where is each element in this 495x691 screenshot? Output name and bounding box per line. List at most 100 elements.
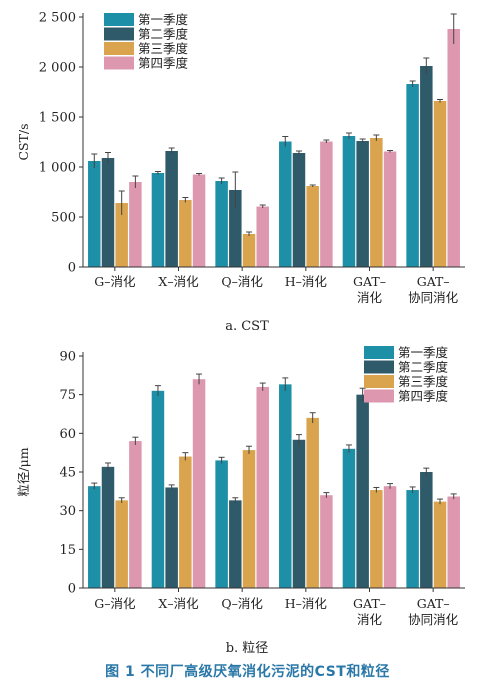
y-tick-label: 30 — [59, 504, 76, 519]
x-tick-label: X–消化 — [158, 596, 199, 611]
bar-1-5 — [342, 448, 356, 588]
y-tick-label: 15 — [59, 543, 76, 558]
bar-3-1 — [115, 203, 128, 267]
y-tick-label: 75 — [59, 388, 76, 403]
y-tick-label: 60 — [59, 427, 76, 442]
y-axis-label: CST/s — [16, 123, 31, 160]
x-tick-label-line: GAT– — [417, 274, 450, 289]
panel-subtitle: a. CST — [225, 319, 269, 334]
bar-1-1 — [88, 161, 101, 267]
x-tick-label-line: GAT– — [353, 596, 386, 611]
bar-3-6 — [433, 501, 447, 588]
x-tick-label-line: G–消化 — [94, 274, 136, 289]
legend-label: 第二季度 — [398, 360, 449, 375]
bar-1-6 — [406, 84, 419, 267]
bar-2-5 — [356, 141, 369, 267]
bar-4-3 — [256, 386, 269, 588]
bar-4-1 — [129, 182, 142, 267]
bar-4-3 — [256, 206, 269, 267]
bar-3-2 — [179, 200, 192, 267]
y-tick-label: 45 — [59, 466, 76, 481]
bar-4-5 — [383, 486, 397, 588]
bar-1-1 — [88, 486, 101, 588]
bar-1-2 — [151, 390, 165, 588]
legend-swatch — [364, 375, 394, 388]
bar-3-2 — [179, 456, 192, 588]
bar-2-6 — [420, 472, 433, 588]
y-tick-label: 90 — [59, 350, 76, 365]
bar-2-1 — [101, 158, 115, 267]
cst-chart: 0 500 1 000 1 500 2 000 2 500 G–消化 X–消化 Q–消化 H–消化… — [16, 11, 465, 334]
legend-swatch — [104, 27, 134, 41]
x-tick-label-line: 协同消化 — [408, 612, 459, 627]
bar-2-5 — [356, 394, 369, 588]
bar-1-3 — [215, 460, 228, 588]
bar-1-5 — [342, 136, 356, 267]
bar-4-4 — [320, 141, 333, 267]
bar-4-4 — [320, 495, 333, 588]
panel-subtitle: b. 粒径 — [226, 641, 269, 656]
bar-2-2 — [165, 151, 178, 267]
y-tick-label: 1 500 — [39, 111, 76, 126]
x-tick-label-line: 消化 — [357, 612, 383, 627]
bar-2-4 — [292, 439, 306, 588]
x-tick-label-line: X–消化 — [158, 274, 199, 289]
bar-3-3 — [242, 450, 256, 588]
x-tick-label: G–消化 — [94, 596, 136, 611]
y-tick-label: 2 500 — [39, 11, 76, 26]
bar-2-6 — [420, 66, 433, 267]
x-tick-label: Q–消化 — [221, 274, 263, 289]
legend-label: 第一季度 — [138, 12, 189, 27]
x-tick-label: X–消化 — [158, 274, 199, 289]
bar-1-4 — [279, 141, 292, 267]
x-tick-label-line: 协同消化 — [408, 290, 459, 305]
x-tick-label-line: X–消化 — [158, 596, 199, 611]
bar-2-3 — [229, 500, 242, 588]
x-tick-label-line: H–消化 — [285, 274, 328, 289]
x-tick-label: GAT–消化 — [353, 274, 386, 305]
y-tick-label: 0 — [68, 582, 76, 597]
x-tick-label-line: GAT– — [353, 274, 386, 289]
x-tick-label-line: 消化 — [357, 290, 383, 305]
legend-label: 第三季度 — [398, 374, 449, 389]
legend-label: 第三季度 — [138, 41, 189, 56]
x-tick-label-line: Q–消化 — [221, 274, 263, 289]
x-tick-label: Q–消化 — [221, 596, 263, 611]
bar-2-4 — [292, 153, 306, 267]
bar-4-1 — [129, 441, 142, 588]
bar-1-2 — [151, 173, 165, 267]
bar-4-2 — [192, 379, 206, 588]
legend-swatch — [364, 360, 394, 374]
legend-label: 第四季度 — [398, 389, 449, 404]
legend-label: 第一季度 — [398, 345, 449, 360]
x-tick-label-line: Q–消化 — [221, 596, 263, 611]
legend-swatch — [364, 346, 394, 359]
y-tick-label: 1 000 — [39, 161, 76, 176]
bar-4-6 — [447, 496, 460, 588]
bar-4-6 — [447, 29, 460, 267]
legend-label: 第二季度 — [138, 27, 189, 42]
legend-swatch — [364, 389, 394, 403]
bar-1-6 — [406, 490, 419, 588]
legend-label: 第四季度 — [138, 56, 189, 71]
x-tick-label: H–消化 — [285, 274, 328, 289]
x-tick-label: GAT–协同消化 — [408, 596, 459, 627]
bar-4-2 — [192, 174, 206, 267]
bar-3-1 — [115, 500, 128, 588]
bar-1-4 — [279, 384, 292, 588]
y-tick-label: 0 — [68, 261, 76, 276]
figure-caption: 图 1 不同厂高级厌氧消化污泥的CST和粒径 — [105, 664, 390, 680]
x-tick-label: GAT–协同消化 — [408, 274, 459, 305]
bar-3-5 — [370, 138, 383, 267]
legend-swatch — [104, 56, 134, 70]
x-tick-label-line: GAT– — [417, 596, 450, 611]
y-axis-label: 粒径/μm — [16, 447, 31, 496]
y-tick-label: 500 — [51, 211, 76, 226]
x-tick-label: GAT–消化 — [353, 596, 386, 627]
legend-swatch — [104, 13, 134, 26]
bar-3-6 — [433, 101, 447, 267]
bar-3-5 — [370, 490, 383, 588]
bar-2-1 — [101, 466, 115, 588]
